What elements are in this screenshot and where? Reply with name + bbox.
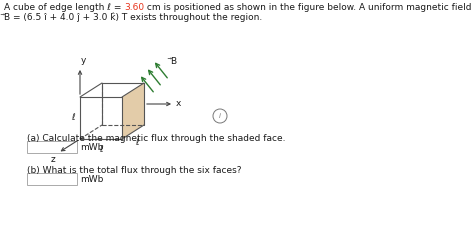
Text: mWb: mWb — [80, 143, 103, 151]
Text: mWb: mWb — [80, 175, 103, 183]
Bar — [27, 173, 77, 185]
Text: x: x — [176, 99, 182, 109]
Text: 3.60: 3.60 — [124, 3, 145, 12]
Text: (a) Calculate the magnetic flux through the shaded face.: (a) Calculate the magnetic flux through … — [27, 134, 285, 143]
Polygon shape — [122, 83, 144, 139]
Text: (b) What is the total flux through the six faces?: (b) What is the total flux through the s… — [27, 166, 241, 175]
Text: A cube of edge length ℓ =: A cube of edge length ℓ = — [4, 3, 124, 12]
Text: ℓ: ℓ — [135, 138, 139, 147]
Text: y: y — [81, 56, 86, 65]
Bar — [27, 141, 77, 153]
Text: ℓ: ℓ — [71, 113, 75, 123]
Text: ℓ: ℓ — [99, 145, 103, 154]
Text: ⃗B: ⃗B — [171, 57, 177, 66]
Text: i: i — [219, 113, 221, 119]
Text: ⃗B = (6.5 î + 4.0 ĵ + 3.0 k̂) T exists throughout the region.: ⃗B = (6.5 î + 4.0 ĵ + 3.0 k̂) T exists t… — [4, 13, 262, 22]
Text: z: z — [50, 155, 55, 164]
Text: cm is positioned as shown in the figure below. A uniform magnetic field given by: cm is positioned as shown in the figure … — [145, 3, 474, 12]
